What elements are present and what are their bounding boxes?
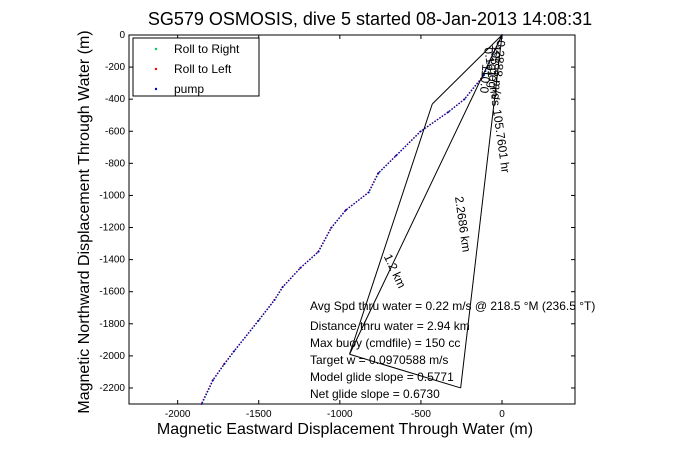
annotation-target-w: Target w = 0.0970588 m/s: [310, 353, 448, 367]
data-point: [377, 172, 380, 175]
data-point: [273, 298, 276, 301]
legend-label-roll-left: Roll to Left: [174, 62, 232, 76]
legend-marker-roll-right: [154, 47, 158, 51]
data-point: [330, 226, 333, 229]
data-point: [257, 319, 260, 322]
legend: Roll to Right Roll to Left pump: [132, 37, 260, 97]
x-tick-label: -500: [411, 409, 431, 420]
data-point: [299, 266, 302, 269]
y-tick-label: -2200: [99, 383, 125, 394]
legend-marker-roll-left: [154, 67, 158, 71]
annotation-distance: Distance thru water = 2.94 km: [310, 319, 470, 333]
ray-connector: [349, 103, 433, 355]
data-point: [223, 363, 226, 365]
ray-label: 0.2888 m/s: [489, 40, 508, 100]
annotation-max-buoy: Max buoy (cmdfile) = 150 cc: [310, 336, 460, 350]
ray-layer: [349, 34, 503, 389]
series-line-pump: [201, 34, 503, 405]
y-axis-label: Magnetic Northward Displacement Through …: [76, 30, 93, 413]
ray-connector: [349, 353, 461, 389]
y-tick-label: -200: [105, 62, 125, 73]
legend-box: [132, 37, 260, 97]
ray-line: [349, 34, 503, 355]
y-axis-ticks: 0 -200 -400 -600 -800 -1000 -1200 -1400 -1600 -18…: [99, 30, 575, 394]
data-point: [447, 111, 450, 114]
y-tick-label: -1000: [99, 190, 125, 201]
y-tick-label: -2000: [99, 351, 125, 362]
data-point: [419, 130, 422, 133]
data-point: [345, 209, 347, 211]
annotation-avg-speed: Avg Spd thru water = 0.22 m/s @ 218.5 °M…: [310, 299, 595, 313]
data-point: [367, 191, 370, 194]
ray-line: [460, 34, 503, 389]
x-tick-label: 0: [499, 409, 505, 420]
y-tick-label: -1600: [99, 287, 125, 298]
x-axis-ticks: -2000 -1500 -1000 -500 0: [165, 35, 505, 420]
chart-title: SG579 OSMOSIS, dive 5 started 08-Jan-201…: [148, 9, 592, 29]
y-tick-label: -600: [105, 126, 125, 137]
data-point: [200, 403, 203, 405]
data-point: [233, 350, 235, 353]
y-tick-label: 0: [119, 30, 125, 41]
x-axis-label: Magnetic Eastward Displacement Through W…: [157, 421, 533, 438]
y-tick-label: -400: [105, 94, 125, 105]
y-tick-label: -1800: [99, 319, 125, 330]
legend-label-pump: pump: [174, 82, 204, 96]
annotation-model-glide: Model glide slope = 0.5771: [310, 370, 454, 384]
data-point: [395, 154, 398, 157]
data-point: [212, 379, 214, 381]
y-tick-label: -1400: [99, 255, 125, 266]
y-tick-label: -1200: [99, 223, 125, 234]
ray-label: 110.0: [477, 64, 494, 95]
x-tick-label: -1500: [246, 409, 272, 420]
x-tick-label: -1000: [327, 409, 353, 420]
annotation-net-glide: Net glide slope = 0.6730: [310, 387, 440, 401]
x-tick-label: -2000: [165, 409, 191, 420]
data-point: [281, 286, 284, 288]
legend-marker-pump: [154, 87, 158, 91]
ray-label: 195 deg: [486, 44, 504, 88]
y-tick-label: -800: [105, 158, 125, 169]
data-point: [317, 250, 320, 253]
data-point: [463, 98, 466, 101]
ray-line: [431, 34, 503, 105]
annotations: Avg Spd thru water = 0.22 m/s @ 218.5 °M…: [310, 299, 595, 401]
legend-label-roll-right: Roll to Right: [174, 42, 240, 56]
